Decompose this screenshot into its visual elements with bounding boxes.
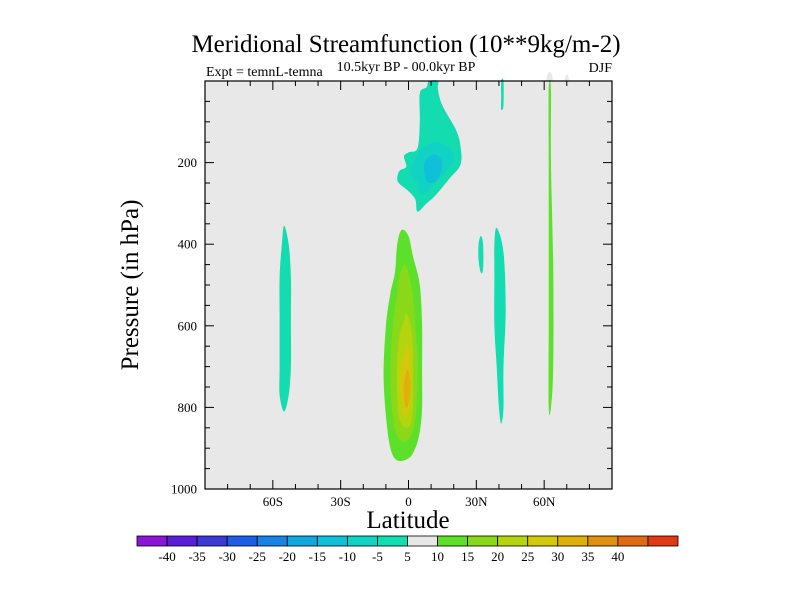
colorbar: -40 -35 -30 -25 -20 -15 -10 -5 5 10 15 20 25 30 35 40 (136, 535, 679, 564)
colorbar-label: 10 (431, 549, 444, 564)
experiment-label: Expt = temnL-temna (206, 65, 324, 80)
chart-title: Meridional Streamfunction (10**9kg/m-2) (191, 31, 620, 58)
x-tick-label: 60S (263, 494, 283, 509)
pos-strip-58N (537, 213, 545, 457)
colorbar-box (647, 535, 679, 547)
contour-fills (279, 72, 570, 480)
colorbar-box (617, 535, 649, 547)
colorbar-label: -10 (339, 549, 356, 564)
colorbar-label: 25 (521, 549, 534, 564)
colorbar-label: 15 (461, 549, 474, 564)
pos-strip-52N (523, 125, 534, 469)
colorbar-box (316, 535, 348, 547)
colorbar-label: -20 (279, 549, 296, 564)
y-tick-label: 600 (178, 318, 198, 333)
colorbar-box (136, 535, 168, 547)
pos-strip-18N (446, 382, 455, 425)
colorbar-box (226, 535, 258, 547)
neg-strip-40N (494, 227, 506, 424)
colorbar-box (256, 535, 288, 547)
pos-strip-62N-inner (548, 79, 554, 416)
colorbar-label: -30 (218, 549, 235, 564)
colorbar-label: 30 (551, 549, 564, 564)
colorbar-box (527, 535, 559, 547)
x-tick-label: 30S (331, 494, 351, 509)
chart-subtitle: 10.5kyr BP - 00.0kyr BP (337, 60, 476, 75)
colorbar-box (346, 535, 378, 547)
hadley-pos-core (403, 369, 411, 408)
x-tick-label: 30N (465, 494, 488, 509)
colorbar-box (166, 535, 198, 547)
pos-strip-10N (428, 242, 447, 367)
y-axis: 200 400 600 800 1000 (171, 100, 612, 497)
colorbar-label: -5 (372, 549, 383, 564)
colorbar-box (437, 535, 469, 547)
y-tick-label: 800 (178, 400, 198, 415)
colorbar-label: 40 (611, 549, 624, 564)
colorbar-label: -15 (309, 549, 326, 564)
season-label: DJF (589, 61, 613, 76)
x-tick-label: 0 (405, 494, 412, 509)
colorbar-label: -40 (158, 549, 175, 564)
y-tick-label: 400 (178, 237, 198, 252)
colorbar-box (467, 535, 499, 547)
colorbar-box (557, 535, 589, 547)
y-axis-label: Pressure (in hPa) (117, 200, 144, 371)
colorbar-label: -35 (188, 549, 205, 564)
colorbar-box (587, 535, 619, 547)
upper-tropical-neg-inner (423, 154, 443, 184)
pos-strip-30S (347, 182, 353, 224)
colorbar-label: 20 (491, 549, 504, 564)
colorbar-label: 5 (404, 549, 411, 564)
x-tick-label: 60N (533, 494, 556, 509)
colorbar-box (196, 535, 228, 547)
neg-strip-42N-top (501, 78, 504, 111)
colorbar-box (286, 535, 318, 547)
y-tick-label: 1000 (171, 482, 197, 497)
pos-strip-69N (564, 74, 570, 380)
neg-strip-32N (478, 236, 484, 274)
x-axis-label: Latitude (366, 507, 449, 534)
colorbar-box (377, 535, 408, 547)
colorbar-label: -25 (249, 549, 266, 564)
x-axis: 60S 30S 0 30N 60N (227, 81, 590, 509)
south-neg-strip (279, 225, 292, 412)
colorbar-label: 35 (581, 549, 594, 564)
colorbar-box (497, 535, 529, 547)
colorbar-box (407, 535, 438, 547)
y-tick-label: 200 (178, 155, 198, 170)
